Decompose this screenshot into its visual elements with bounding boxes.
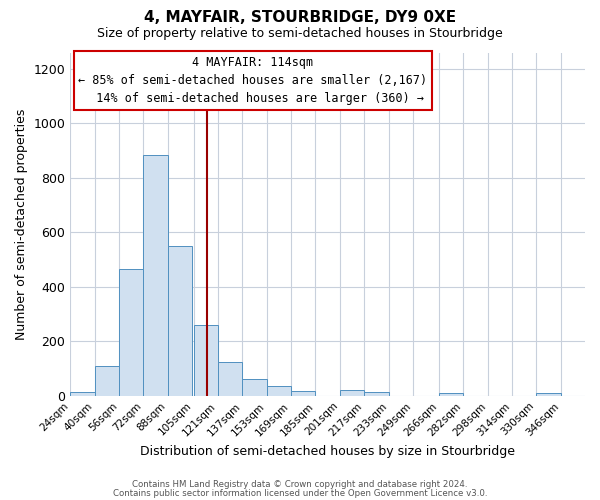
Y-axis label: Number of semi-detached properties: Number of semi-detached properties	[15, 108, 28, 340]
Bar	[439, 393, 463, 396]
Bar	[340, 390, 364, 396]
Bar	[168, 246, 192, 396]
Text: Contains HM Land Registry data © Crown copyright and database right 2024.: Contains HM Land Registry data © Crown c…	[132, 480, 468, 489]
Bar	[218, 362, 242, 396]
Bar	[267, 386, 291, 396]
Bar	[242, 380, 267, 396]
Bar	[70, 392, 95, 396]
Text: 4, MAYFAIR, STOURBRIDGE, DY9 0XE: 4, MAYFAIR, STOURBRIDGE, DY9 0XE	[144, 10, 456, 25]
Text: 4 MAYFAIR: 114sqm
← 85% of semi-detached houses are smaller (2,167)
  14% of sem: 4 MAYFAIR: 114sqm ← 85% of semi-detached…	[79, 56, 428, 105]
Bar	[364, 392, 389, 396]
Bar	[291, 391, 316, 396]
Bar	[536, 393, 560, 396]
Bar	[95, 366, 119, 396]
Bar	[194, 325, 218, 396]
X-axis label: Distribution of semi-detached houses by size in Stourbridge: Distribution of semi-detached houses by …	[140, 444, 515, 458]
Bar	[119, 269, 143, 396]
Bar	[143, 154, 168, 396]
Text: Size of property relative to semi-detached houses in Stourbridge: Size of property relative to semi-detach…	[97, 28, 503, 40]
Text: Contains public sector information licensed under the Open Government Licence v3: Contains public sector information licen…	[113, 488, 487, 498]
